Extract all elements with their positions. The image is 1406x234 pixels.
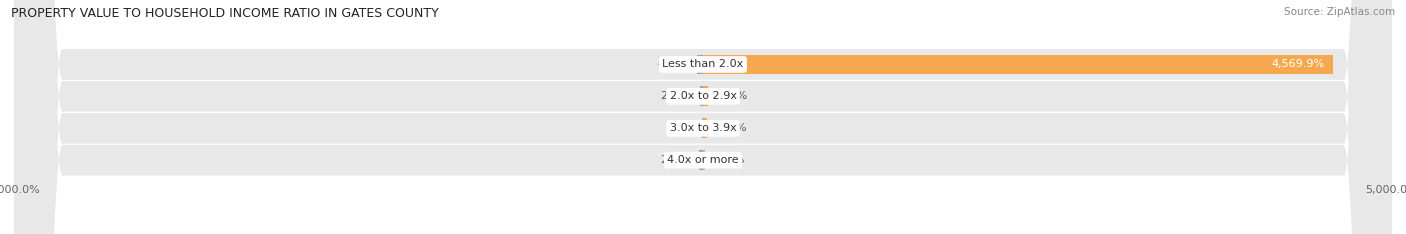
Text: 4,569.9%: 4,569.9% xyxy=(1271,59,1324,69)
Bar xyxy=(703,87,707,106)
Text: 3.0x to 3.9x: 3.0x to 3.9x xyxy=(669,123,737,133)
Bar xyxy=(703,118,707,138)
Text: 27.1%: 27.1% xyxy=(659,155,695,165)
FancyBboxPatch shape xyxy=(14,0,1392,234)
Text: Source: ZipAtlas.com: Source: ZipAtlas.com xyxy=(1284,7,1395,17)
Bar xyxy=(697,55,703,74)
Bar xyxy=(700,87,703,106)
Text: Less than 2.0x: Less than 2.0x xyxy=(662,59,744,69)
Text: 27.0%: 27.0% xyxy=(711,123,747,133)
Text: 16.2%: 16.2% xyxy=(710,155,745,165)
Text: 2.0x to 2.9x: 2.0x to 2.9x xyxy=(669,91,737,101)
Text: 6.3%: 6.3% xyxy=(669,123,697,133)
Text: 21.3%: 21.3% xyxy=(661,91,696,101)
FancyBboxPatch shape xyxy=(14,0,1392,234)
Text: 41.8%: 41.8% xyxy=(658,59,693,69)
Bar xyxy=(699,150,703,170)
Text: 4.0x or more: 4.0x or more xyxy=(668,155,738,165)
Bar xyxy=(703,150,706,170)
Text: PROPERTY VALUE TO HOUSEHOLD INCOME RATIO IN GATES COUNTY: PROPERTY VALUE TO HOUSEHOLD INCOME RATIO… xyxy=(11,7,439,20)
FancyBboxPatch shape xyxy=(14,0,1392,234)
FancyBboxPatch shape xyxy=(14,0,1392,234)
Bar xyxy=(703,55,1333,74)
Legend: Without Mortgage, With Mortgage: Without Mortgage, With Mortgage xyxy=(582,231,824,234)
Text: 33.1%: 33.1% xyxy=(711,91,747,101)
